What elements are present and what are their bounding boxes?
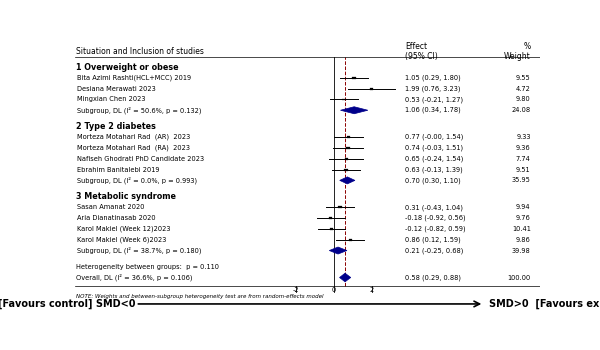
Text: 0.70 (0.30, 1.10): 0.70 (0.30, 1.10) <box>405 177 461 184</box>
Text: 9.80: 9.80 <box>516 97 531 103</box>
Text: Situation and Inclusion of studies: Situation and Inclusion of studies <box>76 47 204 56</box>
Text: %
Weight: % Weight <box>504 42 531 61</box>
Text: 9.76: 9.76 <box>516 215 531 221</box>
Text: Sasan Amanat 2020: Sasan Amanat 2020 <box>77 204 145 210</box>
Text: 7.74: 7.74 <box>516 156 531 162</box>
Text: 35.95: 35.95 <box>512 177 531 183</box>
Text: Nafiseh Ghodrati PhD Candidate 2023: Nafiseh Ghodrati PhD Candidate 2023 <box>77 156 205 162</box>
Text: Karol Makiel (Week 12)2023: Karol Makiel (Week 12)2023 <box>77 226 171 232</box>
Text: 0.65 (-0.24, 1.54): 0.65 (-0.24, 1.54) <box>405 155 464 162</box>
Bar <box>352 77 356 79</box>
Text: 9.94: 9.94 <box>516 204 531 210</box>
Text: 1.05 (0.29, 1.80): 1.05 (0.29, 1.80) <box>405 75 461 81</box>
Text: 0: 0 <box>332 287 336 293</box>
Text: Overall, DL (I² = 36.6%, p = 0.106): Overall, DL (I² = 36.6%, p = 0.106) <box>76 274 193 281</box>
Text: 0.74 (-0.03, 1.51): 0.74 (-0.03, 1.51) <box>405 145 463 151</box>
Polygon shape <box>329 247 347 254</box>
Text: 39.98: 39.98 <box>512 247 531 253</box>
Bar <box>330 228 334 230</box>
Bar <box>343 98 346 100</box>
Polygon shape <box>340 107 368 114</box>
Text: 1 Overweight or obese: 1 Overweight or obese <box>76 63 179 72</box>
Text: 0.86 (0.12, 1.59): 0.86 (0.12, 1.59) <box>405 237 461 243</box>
Text: Desiana Merawati 2023: Desiana Merawati 2023 <box>77 86 156 92</box>
Text: Ebrahim Banitalebi 2019: Ebrahim Banitalebi 2019 <box>77 167 160 173</box>
Text: NOTE: Weights and between-subgroup heterogeneity test are from random-effects mo: NOTE: Weights and between-subgroup heter… <box>76 294 323 299</box>
Text: Subgroup, DL (I² = 50.6%, p = 0.132): Subgroup, DL (I² = 50.6%, p = 0.132) <box>77 106 202 114</box>
Text: Heterogeneity between groups:  p = 0.110: Heterogeneity between groups: p = 0.110 <box>76 264 219 270</box>
Text: Morteza Motahari Rad  (AR)  2023: Morteza Motahari Rad (AR) 2023 <box>77 134 191 140</box>
Polygon shape <box>340 273 351 282</box>
Text: -2: -2 <box>293 287 299 293</box>
Text: 0.31 (-0.43, 1.04): 0.31 (-0.43, 1.04) <box>405 204 463 211</box>
Text: -0.18 (-0.92, 0.56): -0.18 (-0.92, 0.56) <box>405 215 466 222</box>
Text: 2 Type 2 diabetes: 2 Type 2 diabetes <box>76 122 156 131</box>
Text: 0.21 (-0.25, 0.68): 0.21 (-0.25, 0.68) <box>405 247 464 254</box>
Text: Aria Dianatinasab 2020: Aria Dianatinasab 2020 <box>77 215 156 221</box>
Polygon shape <box>340 177 355 184</box>
Text: 100.00: 100.00 <box>508 274 531 280</box>
Text: 9.36: 9.36 <box>516 145 531 151</box>
Text: 1.06 (0.34, 1.78): 1.06 (0.34, 1.78) <box>405 107 461 113</box>
Bar <box>338 206 341 208</box>
Text: 10.41: 10.41 <box>512 226 531 232</box>
Text: 2: 2 <box>370 287 374 293</box>
Text: SMD>0  [Favours experimental]: SMD>0 [Favours experimental] <box>489 299 600 309</box>
Text: [Favours control] SMD<0: [Favours control] SMD<0 <box>0 299 136 309</box>
Bar <box>349 239 352 241</box>
Bar <box>346 147 350 149</box>
Text: Mingxian Chen 2023: Mingxian Chen 2023 <box>77 97 146 103</box>
Bar <box>345 158 348 160</box>
Bar <box>329 217 332 219</box>
Text: Effect
(95% CI): Effect (95% CI) <box>405 42 438 61</box>
Text: 9.51: 9.51 <box>516 167 531 173</box>
Text: Bita Azimi Rashti(HCL+MCC) 2019: Bita Azimi Rashti(HCL+MCC) 2019 <box>77 75 191 81</box>
Text: 0.63 (-0.13, 1.39): 0.63 (-0.13, 1.39) <box>405 166 463 173</box>
Text: 0.58 (0.29, 0.88): 0.58 (0.29, 0.88) <box>405 274 461 281</box>
Text: 9.86: 9.86 <box>516 237 531 243</box>
Text: 24.08: 24.08 <box>512 107 531 113</box>
Text: 3 Metabolic syndrome: 3 Metabolic syndrome <box>76 192 176 201</box>
Bar <box>370 88 373 90</box>
Text: 9.33: 9.33 <box>516 134 531 140</box>
Text: 0.53 (-0.21, 1.27): 0.53 (-0.21, 1.27) <box>405 96 463 103</box>
Text: 9.55: 9.55 <box>516 75 531 81</box>
Bar <box>347 136 350 138</box>
Text: Subgroup, DL (I² = 0.0%, p = 0.993): Subgroup, DL (I² = 0.0%, p = 0.993) <box>77 177 197 184</box>
Text: 0.77 (-0.00, 1.54): 0.77 (-0.00, 1.54) <box>405 134 464 140</box>
Text: Subgroup, DL (I² = 38.7%, p = 0.180): Subgroup, DL (I² = 38.7%, p = 0.180) <box>77 247 202 254</box>
Bar <box>344 169 347 170</box>
Text: 1.99 (0.76, 3.23): 1.99 (0.76, 3.23) <box>405 85 461 92</box>
Text: Karol Makiel (Week 6)2023: Karol Makiel (Week 6)2023 <box>77 237 167 243</box>
Text: -0.12 (-0.82, 0.59): -0.12 (-0.82, 0.59) <box>405 226 466 232</box>
Text: Morteza Motahari Rad  (RA)  2023: Morteza Motahari Rad (RA) 2023 <box>77 145 190 151</box>
Text: 4.72: 4.72 <box>516 86 531 92</box>
